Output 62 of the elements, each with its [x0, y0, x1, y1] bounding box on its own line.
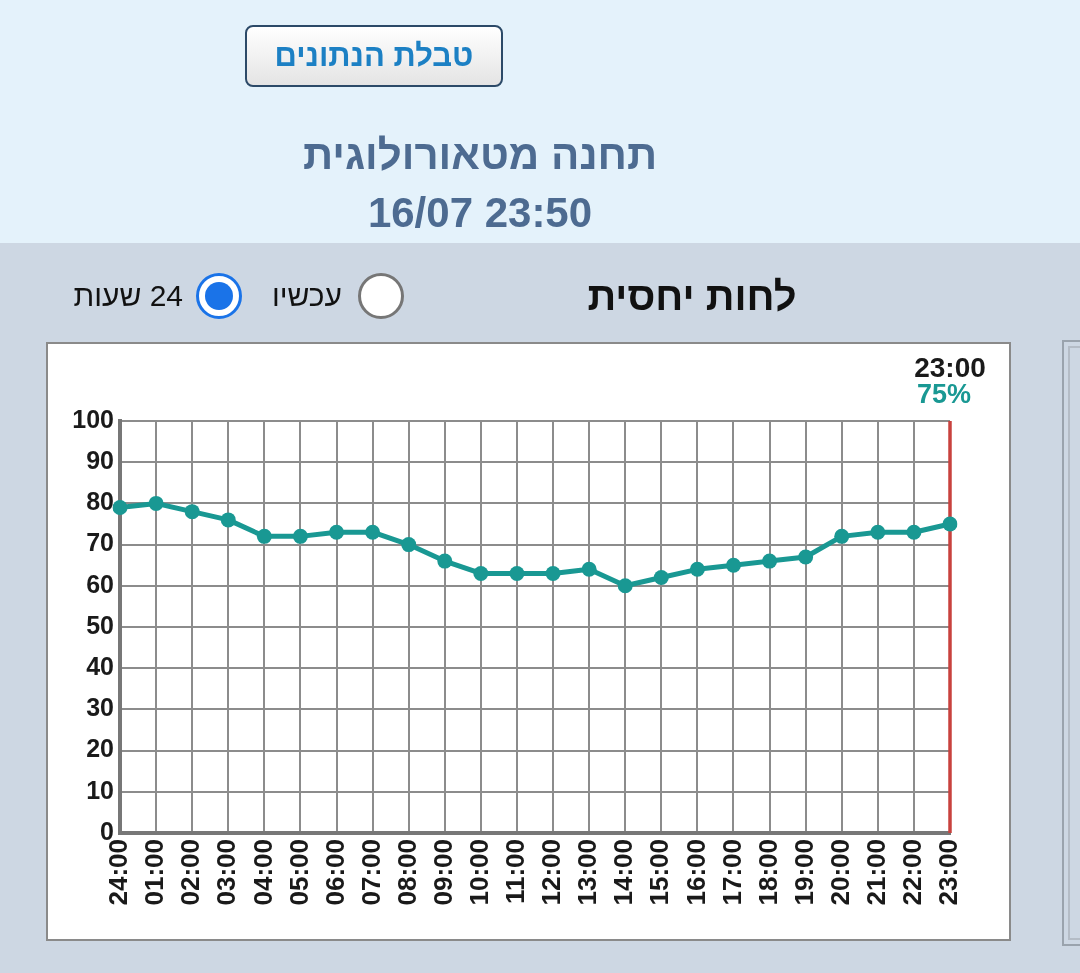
- x-tick-label: 17:00: [716, 839, 747, 906]
- x-tick-label: 15:00: [644, 839, 675, 906]
- x-tick-label: 20:00: [824, 839, 855, 906]
- y-tick-label: 40: [86, 652, 114, 681]
- x-tick-label: 10:00: [464, 839, 495, 906]
- x-tick-label: 22:00: [897, 839, 928, 906]
- x-tick-label: 06:00: [319, 839, 350, 906]
- point: [401, 537, 417, 553]
- point: [617, 578, 633, 594]
- point: [581, 561, 597, 577]
- x-tick-label: 21:00: [861, 839, 891, 906]
- point: [365, 524, 381, 540]
- x-tick-label: 16:00: [680, 839, 711, 906]
- point: [689, 561, 705, 577]
- point: [256, 528, 272, 544]
- point: [942, 516, 958, 532]
- point: [292, 528, 308, 544]
- x-tick-label: 02:00: [175, 839, 206, 906]
- y-tick-label: 90: [86, 446, 114, 475]
- x-tick-label: 08:00: [391, 839, 422, 906]
- y-tick-label: 100: [72, 404, 114, 433]
- x-tick-label: 12:00: [536, 839, 567, 906]
- x-tick-label: 01:00: [139, 839, 170, 906]
- point: [870, 524, 886, 540]
- y-tick-label: 30: [86, 693, 114, 722]
- x-tick-label: 13:00: [572, 839, 603, 906]
- x-tick-label: 18:00: [752, 839, 783, 906]
- y-tick-label: 50: [86, 610, 114, 639]
- point: [509, 565, 525, 581]
- x-tick-label: 03:00: [211, 839, 242, 906]
- x-tick-label: 14:00: [608, 839, 639, 906]
- x-tick-label: 04:00: [247, 839, 278, 906]
- point: [545, 565, 561, 581]
- text: 24 שעות: [73, 278, 183, 314]
- y-tick-label: 20: [86, 734, 114, 763]
- x-tick-label: 19:00: [788, 839, 819, 906]
- point: [184, 504, 200, 520]
- point: [653, 570, 669, 586]
- x-tick-label: 23:00: [933, 839, 964, 906]
- text: עכשיו: [271, 278, 342, 314]
- y-tick-label: 70: [86, 528, 114, 557]
- x-tick-label: 05:00: [283, 839, 314, 906]
- y-tick-label: 80: [86, 487, 114, 516]
- point: [220, 512, 236, 528]
- point: [473, 565, 489, 581]
- point: [906, 524, 922, 540]
- point: [762, 553, 778, 569]
- point: [148, 495, 164, 511]
- point: [834, 528, 850, 544]
- point: [725, 557, 741, 573]
- point: [437, 553, 453, 569]
- chart-title: לחות יחסית: [586, 273, 798, 320]
- text: תחנה מטאורולוגית: [301, 130, 659, 180]
- point: [112, 500, 128, 516]
- x-tick-label: 11:00: [500, 839, 531, 905]
- x-tick-label: 07:00: [355, 839, 386, 906]
- point: [798, 549, 814, 565]
- point: [329, 524, 345, 540]
- x-tick-label: 09:00: [427, 839, 458, 906]
- y-tick-label: 60: [86, 569, 114, 598]
- text: 16/07 23:50: [366, 188, 594, 238]
- y-tick-label: 10: [86, 775, 114, 804]
